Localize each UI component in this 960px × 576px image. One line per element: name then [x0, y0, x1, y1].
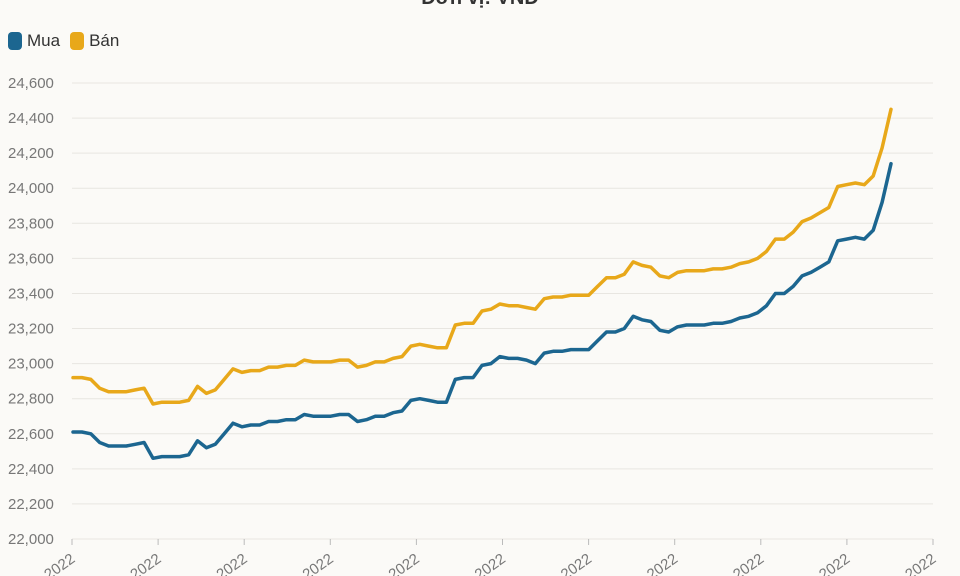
x-tick-label: 2022: [816, 550, 853, 576]
y-tick-label: 23,200: [8, 321, 54, 338]
legend-item-ban[interactable]: Bán: [70, 31, 119, 51]
y-tick-label: 22,400: [8, 461, 54, 478]
y-tick-label: 24,400: [8, 110, 54, 127]
x-tick-label: 2022: [300, 550, 337, 576]
y-tick-label: 24,200: [8, 145, 54, 162]
x-tick-label: 2022: [902, 550, 939, 576]
x-tick-label: 2022: [127, 550, 164, 576]
chart-title: Đơn vị: VND: [0, 0, 960, 10]
series-line-mua[interactable]: [71, 161, 893, 461]
y-tick-label: 22,800: [8, 391, 54, 408]
x-tick-label: 2022: [558, 550, 595, 576]
y-axis-ticks: 22,000 22,200 22,400 22,600 22,800 23,000 23,2…: [8, 75, 54, 548]
x-tick-label: 2022: [41, 550, 78, 576]
legend-swatch-mua: [8, 32, 22, 50]
legend-label-ban: Bán: [89, 31, 120, 50]
legend-label-mua: Mua: [27, 31, 61, 50]
y-tick-label: 24,000: [8, 180, 54, 197]
series-lines: [71, 107, 893, 461]
legend-item-mua[interactable]: Mua: [8, 31, 60, 51]
legend-swatch-ban: [70, 32, 85, 50]
y-tick-label: 23,800: [8, 215, 54, 232]
y-tick-label: 23,000: [8, 356, 54, 373]
y-tick-label: 22,600: [8, 426, 54, 443]
x-tick-label: 2022: [472, 550, 509, 576]
x-tick-label: 2022: [644, 550, 681, 576]
y-tick-label: 23,600: [8, 250, 54, 267]
x-tick-label: 2022: [386, 550, 423, 576]
series-line-ban[interactable]: [71, 107, 893, 406]
x-tick-label: 2022: [730, 550, 767, 576]
y-tick-label: 22,000: [8, 531, 54, 548]
y-tick-label: 23,400: [8, 285, 54, 302]
y-tick-label: 22,200: [8, 496, 54, 513]
x-axis-ticks: 2022 2022 2022 2022 2022 2022 2022 2022 2022 2022…: [41, 539, 939, 576]
x-tick-label: 2022: [213, 550, 250, 576]
y-tick-label: 24,600: [8, 75, 54, 92]
gridlines: [72, 82, 933, 540]
legend: Mua Bán: [8, 31, 119, 51]
